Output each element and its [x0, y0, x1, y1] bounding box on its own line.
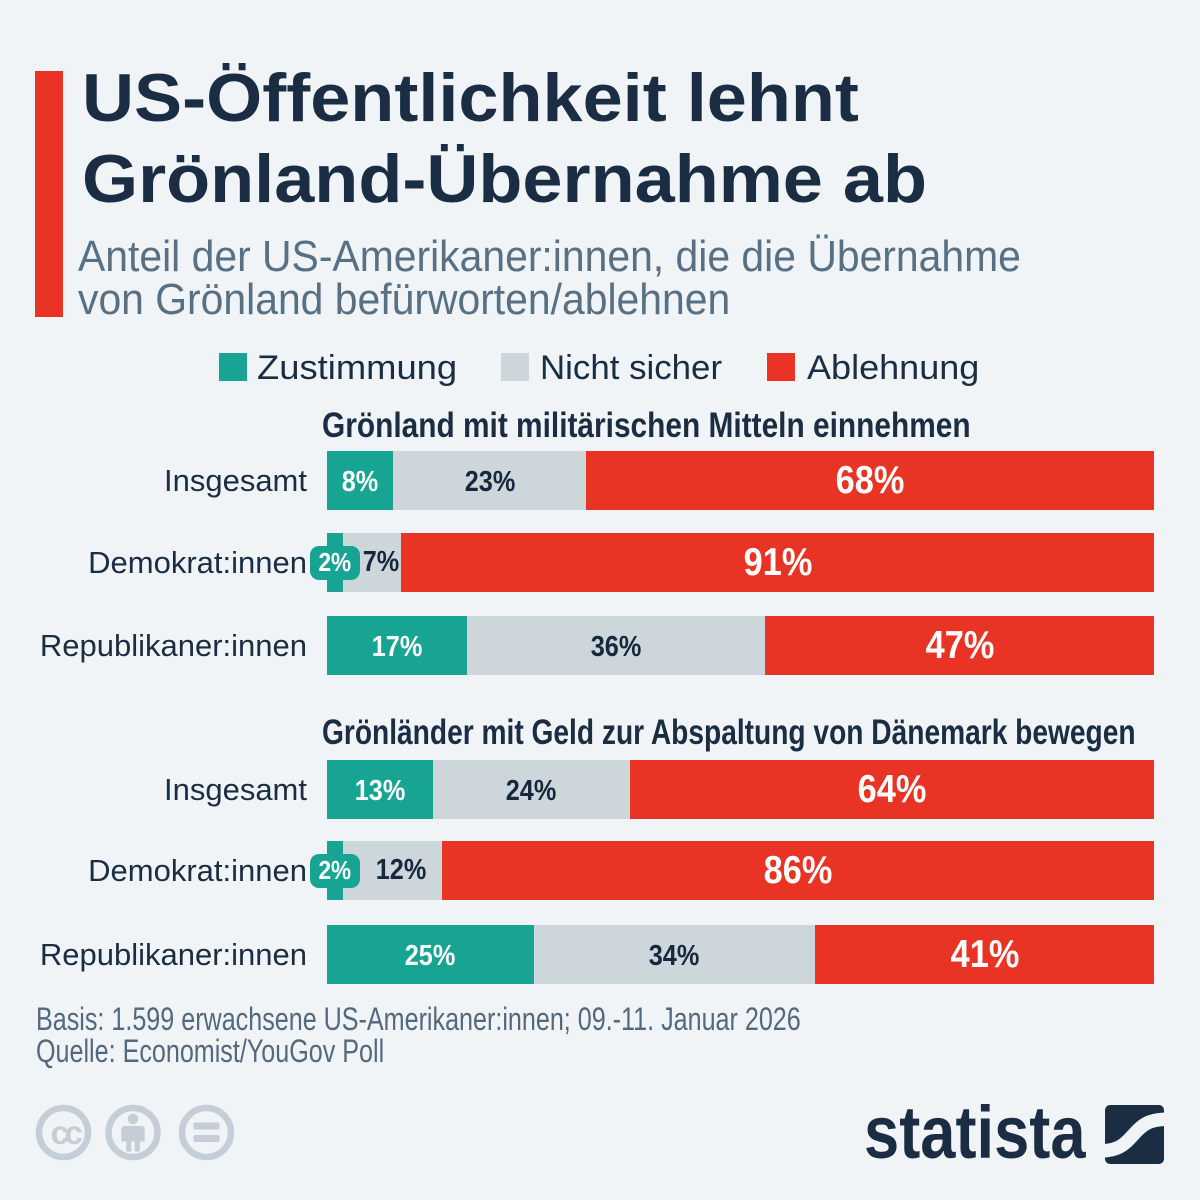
svg-text:cc: cc — [51, 1114, 83, 1151]
